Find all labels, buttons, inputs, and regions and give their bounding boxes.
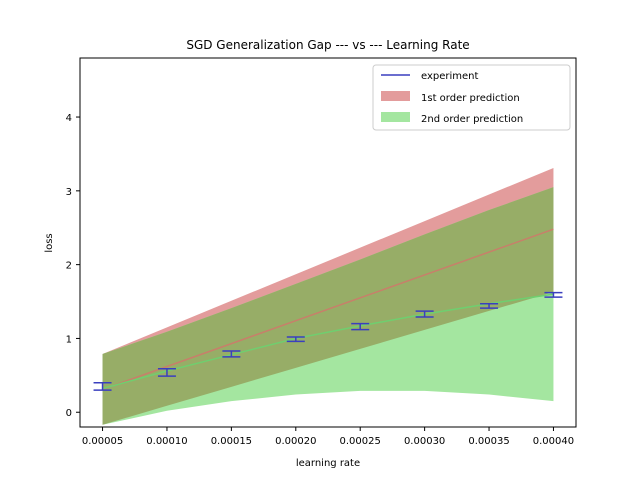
y-tick-label: 2 [66,261,72,272]
chart-title: SGD Generalization Gap --- vs --- Learni… [186,38,469,52]
x-tick-label: 0.00035 [468,436,509,447]
prediction-bands [102,167,554,425]
line-2nd-order [102,293,554,390]
legend-box [372,64,571,131]
experiment-errorbars [93,291,563,391]
legend-label-experiment: experiment [421,71,479,82]
errorbar-point [157,367,176,377]
x-tick-label: 0.00030 [404,436,445,447]
y-tick-label: 0 [66,408,72,419]
errorbar-point [480,303,499,309]
prediction-lines [102,228,554,391]
legend: experiment 1st order prediction 2nd orde… [372,64,571,131]
errorbar-point [286,336,305,343]
x-axis-label: learning rate [296,458,360,469]
legend-swatch-1st-order [381,91,410,101]
legend-label-2nd-order: 2nd order prediction [421,114,523,125]
errorbar-point [544,291,563,298]
y-tick-label: 4 [66,113,72,124]
x-tick-label: 0.00015 [211,436,252,447]
legend-swatch-2nd-order [381,112,410,122]
y-tick-label: 3 [66,187,72,198]
x-tick-label: 0.00040 [533,436,574,447]
x-tick-label: 0.00005 [82,436,123,447]
y-axis-label: loss [44,233,55,252]
x-axis-ticks: 0.00005 0.00010 0.00015 0.00020 0.00025 0.000… [82,427,574,447]
band-overlap [102,187,554,425]
plot-frame [79,57,577,428]
y-tick-label: 1 [66,334,72,345]
line-1st-order [102,228,554,391]
y-axis-ticks: 0 1 2 3 4 [66,113,80,419]
legend-label-1st-order: 1st order prediction [421,93,520,104]
x-tick-label: 0.00020 [275,436,316,447]
errorbar-point [351,322,370,331]
errorbar-point [415,310,434,318]
errorbar-point [222,350,241,358]
x-tick-label: 0.00010 [146,436,187,447]
errorbar-point [93,381,112,391]
x-tick-label: 0.00025 [340,436,381,447]
